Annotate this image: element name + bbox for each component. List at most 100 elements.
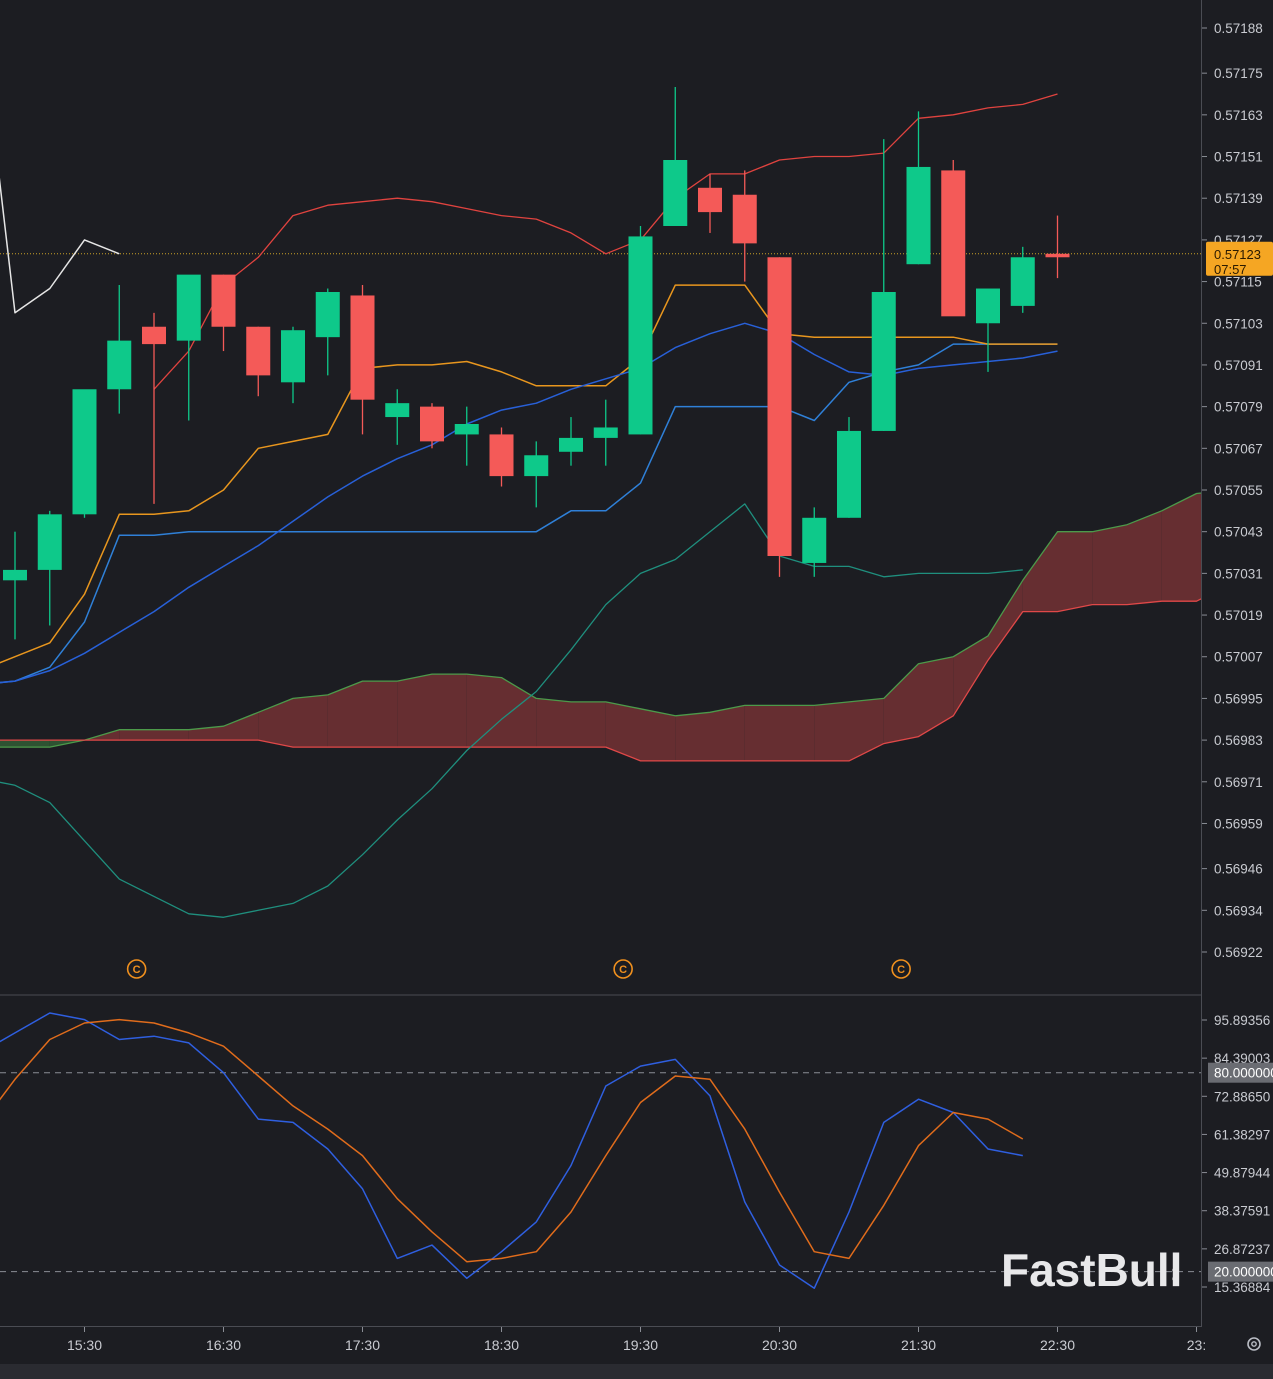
candle-body[interactable] xyxy=(559,437,583,452)
cloud-segment xyxy=(327,681,363,748)
time-tick-label: 18:30 xyxy=(484,1337,519,1353)
price-tick-label: 0.57188 xyxy=(1214,21,1263,36)
cloud-segment xyxy=(710,705,745,761)
candle-body[interactable] xyxy=(802,517,827,563)
price-tick-label: 0.57103 xyxy=(1214,316,1263,331)
price-tick-label: 0.57091 xyxy=(1214,358,1263,373)
time-tick-label: 22:30 xyxy=(1040,1337,1075,1353)
stochastic-pane[interactable] xyxy=(0,1012,1201,1289)
candle-body[interactable] xyxy=(976,288,1000,324)
cloud-segment xyxy=(571,701,606,748)
cloud-segment xyxy=(744,705,780,761)
price-tick-label: 0.57007 xyxy=(1214,650,1263,665)
price-tick-label: 0.57115 xyxy=(1214,275,1262,290)
price-tick-label: 0.56946 xyxy=(1214,862,1263,877)
copyright-marker-icon[interactable]: C xyxy=(613,959,633,979)
candle-body[interactable] xyxy=(420,406,444,442)
candle-body[interactable] xyxy=(906,166,931,265)
last-price-countdown: 07:57 xyxy=(1214,262,1247,277)
price-tick-label: 0.56959 xyxy=(1214,816,1263,831)
reference-badge xyxy=(1208,1261,1273,1282)
candle-body[interactable] xyxy=(454,424,479,435)
price-tick-label: 0.56922 xyxy=(1214,945,1263,960)
candle-body[interactable] xyxy=(246,326,271,376)
price-tick-label: 0.56934 xyxy=(1214,903,1263,918)
cloud-segment xyxy=(988,580,1023,661)
candle-body[interactable] xyxy=(767,257,792,556)
osc-tick-label: 84.39003 xyxy=(1214,1051,1270,1066)
cloud-segment xyxy=(640,708,676,761)
candle-body[interactable] xyxy=(524,455,549,477)
time-tick-label: 19:30 xyxy=(623,1337,658,1353)
candle-body[interactable] xyxy=(1045,253,1070,258)
candle-body[interactable] xyxy=(281,330,305,383)
price-tick-label: 0.57151 xyxy=(1214,150,1263,165)
cloud-segment xyxy=(501,677,537,748)
candle-body[interactable] xyxy=(142,326,166,345)
candle-body[interactable] xyxy=(350,295,375,400)
lower-band-line xyxy=(0,503,1023,918)
osc-tick-label: 26.87237 xyxy=(1214,1242,1270,1257)
axes-layer: 0.57188 0.57175 0.57163 0.57151 0.57139 0.571… xyxy=(67,21,1273,1353)
time-tick-label: 17:30 xyxy=(345,1337,380,1353)
candle-body[interactable] xyxy=(3,569,27,581)
marker-ring xyxy=(613,959,633,979)
candle-body[interactable] xyxy=(37,514,62,570)
candle-body[interactable] xyxy=(315,292,340,338)
cloud-segment xyxy=(953,635,988,716)
stochastic-line xyxy=(0,1018,1024,1263)
osc-tick-label: 72.88650 xyxy=(1214,1089,1270,1104)
cloud-segment xyxy=(119,729,154,741)
reference-badge-label: 20.000000 xyxy=(1214,1265,1273,1280)
candle-body[interactable] xyxy=(107,340,132,390)
senkou-b-line xyxy=(0,598,1201,762)
cloud-segment xyxy=(814,701,849,761)
candle-body[interactable] xyxy=(176,274,201,341)
watermark-logo: FastBull xyxy=(1001,1244,1182,1296)
gear-icon[interactable] xyxy=(1247,1337,1261,1351)
candle-body[interactable] xyxy=(732,194,757,244)
cloud-segment xyxy=(849,698,884,761)
time-tick-label: 23: xyxy=(1187,1337,1206,1353)
upper-band-line xyxy=(153,93,1058,390)
time-tick-label: 15:30 xyxy=(67,1337,102,1353)
cloud-segment xyxy=(223,712,259,741)
price-tick-label: 0.56983 xyxy=(1214,733,1263,748)
price-tick-label: 0.57031 xyxy=(1214,566,1263,581)
candle-body[interactable] xyxy=(593,427,618,438)
candle-body[interactable] xyxy=(663,160,688,226)
candle-body[interactable] xyxy=(628,236,653,435)
osc-tick-label: 49.87944 xyxy=(1214,1166,1271,1181)
last-price-badge[interactable] xyxy=(1206,241,1273,276)
price-tick-label: 0.56995 xyxy=(1214,691,1263,706)
candle-body[interactable] xyxy=(72,389,97,515)
cloud-segment xyxy=(362,681,398,748)
time-tick-label: 20:30 xyxy=(762,1337,797,1353)
cloud-segment xyxy=(605,701,641,761)
senkou-a-line xyxy=(0,492,1201,748)
candle-body[interactable] xyxy=(1010,257,1035,306)
candle-body[interactable] xyxy=(385,403,410,418)
copyright-marker-icon[interactable]: C xyxy=(891,959,911,979)
cloud-segment xyxy=(432,674,467,748)
cloud-segment xyxy=(1022,531,1058,612)
cloud-segment xyxy=(536,698,571,748)
candle-body[interactable] xyxy=(837,430,861,518)
cloud-segment xyxy=(466,674,502,748)
copyright-marker-icon[interactable]: C xyxy=(126,959,147,979)
chevron-right-icon[interactable]: › xyxy=(1170,1259,1180,1289)
candle-body[interactable] xyxy=(489,434,514,477)
cloud-segment xyxy=(397,674,432,748)
candle-body[interactable] xyxy=(871,292,896,431)
cloud-segment xyxy=(675,712,710,761)
cloud-segment xyxy=(1196,493,1201,602)
candle-body[interactable] xyxy=(941,170,966,317)
cloud-segment xyxy=(883,663,919,744)
cloud-segment xyxy=(1127,510,1162,605)
candle-body[interactable] xyxy=(698,187,722,213)
marker-ring xyxy=(126,959,147,979)
candle-body[interactable] xyxy=(211,274,236,327)
